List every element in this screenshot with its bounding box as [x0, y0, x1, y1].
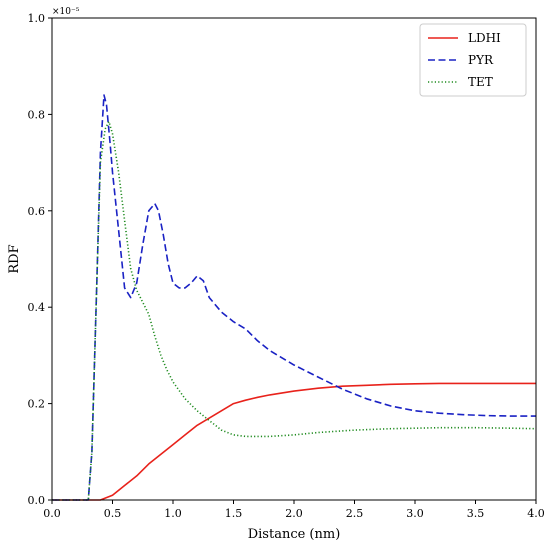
series-line-pyr — [52, 94, 536, 501]
x-tick-label: 1.0 — [164, 507, 182, 520]
legend-box — [419, 23, 527, 97]
y-tick-label: 0.8 — [28, 108, 46, 121]
plot-frame — [51, 17, 537, 501]
series-line-tet — [52, 120, 537, 501]
y-axis-label: RDF — [7, 244, 22, 273]
x-tick-label: 1.5 — [225, 507, 243, 520]
series-lines — [52, 94, 537, 501]
axis-ticks: 0.0 0.5 1.0 1.5 2.0 2.5 3.0 3.5 4.0 0.0 0.2 0.4 0.6 0… — [28, 12, 545, 520]
x-axis-label: Distance (nm) — [248, 527, 341, 542]
x-tick-label: 4.0 — [527, 507, 545, 520]
x-tick-label: 0.5 — [104, 507, 122, 520]
y-tick-label: 0.0 — [28, 494, 46, 507]
legend: LDHI PYR TET — [419, 23, 527, 97]
x-tick-label: 3.5 — [467, 507, 485, 520]
y-axis-multiplier: ×10⁻⁵ — [52, 7, 80, 17]
x-tick-label: 2.5 — [346, 507, 364, 520]
y-tick-label: 0.6 — [28, 205, 46, 218]
legend-label-ldhi: LDHI — [468, 31, 501, 45]
x-tick-label: 0.0 — [43, 507, 61, 520]
x-tick-label: 3.0 — [406, 507, 424, 520]
y-tick-label: 1.0 — [28, 12, 46, 25]
y-tick-label: 0.2 — [28, 398, 46, 411]
y-tick-label: 0.4 — [28, 301, 46, 314]
x-tick-label: 2.0 — [285, 507, 303, 520]
legend-label-pyr: PYR — [468, 53, 494, 67]
series-line-ldhi — [52, 382, 536, 501]
legend-label-tet: TET — [468, 75, 493, 89]
